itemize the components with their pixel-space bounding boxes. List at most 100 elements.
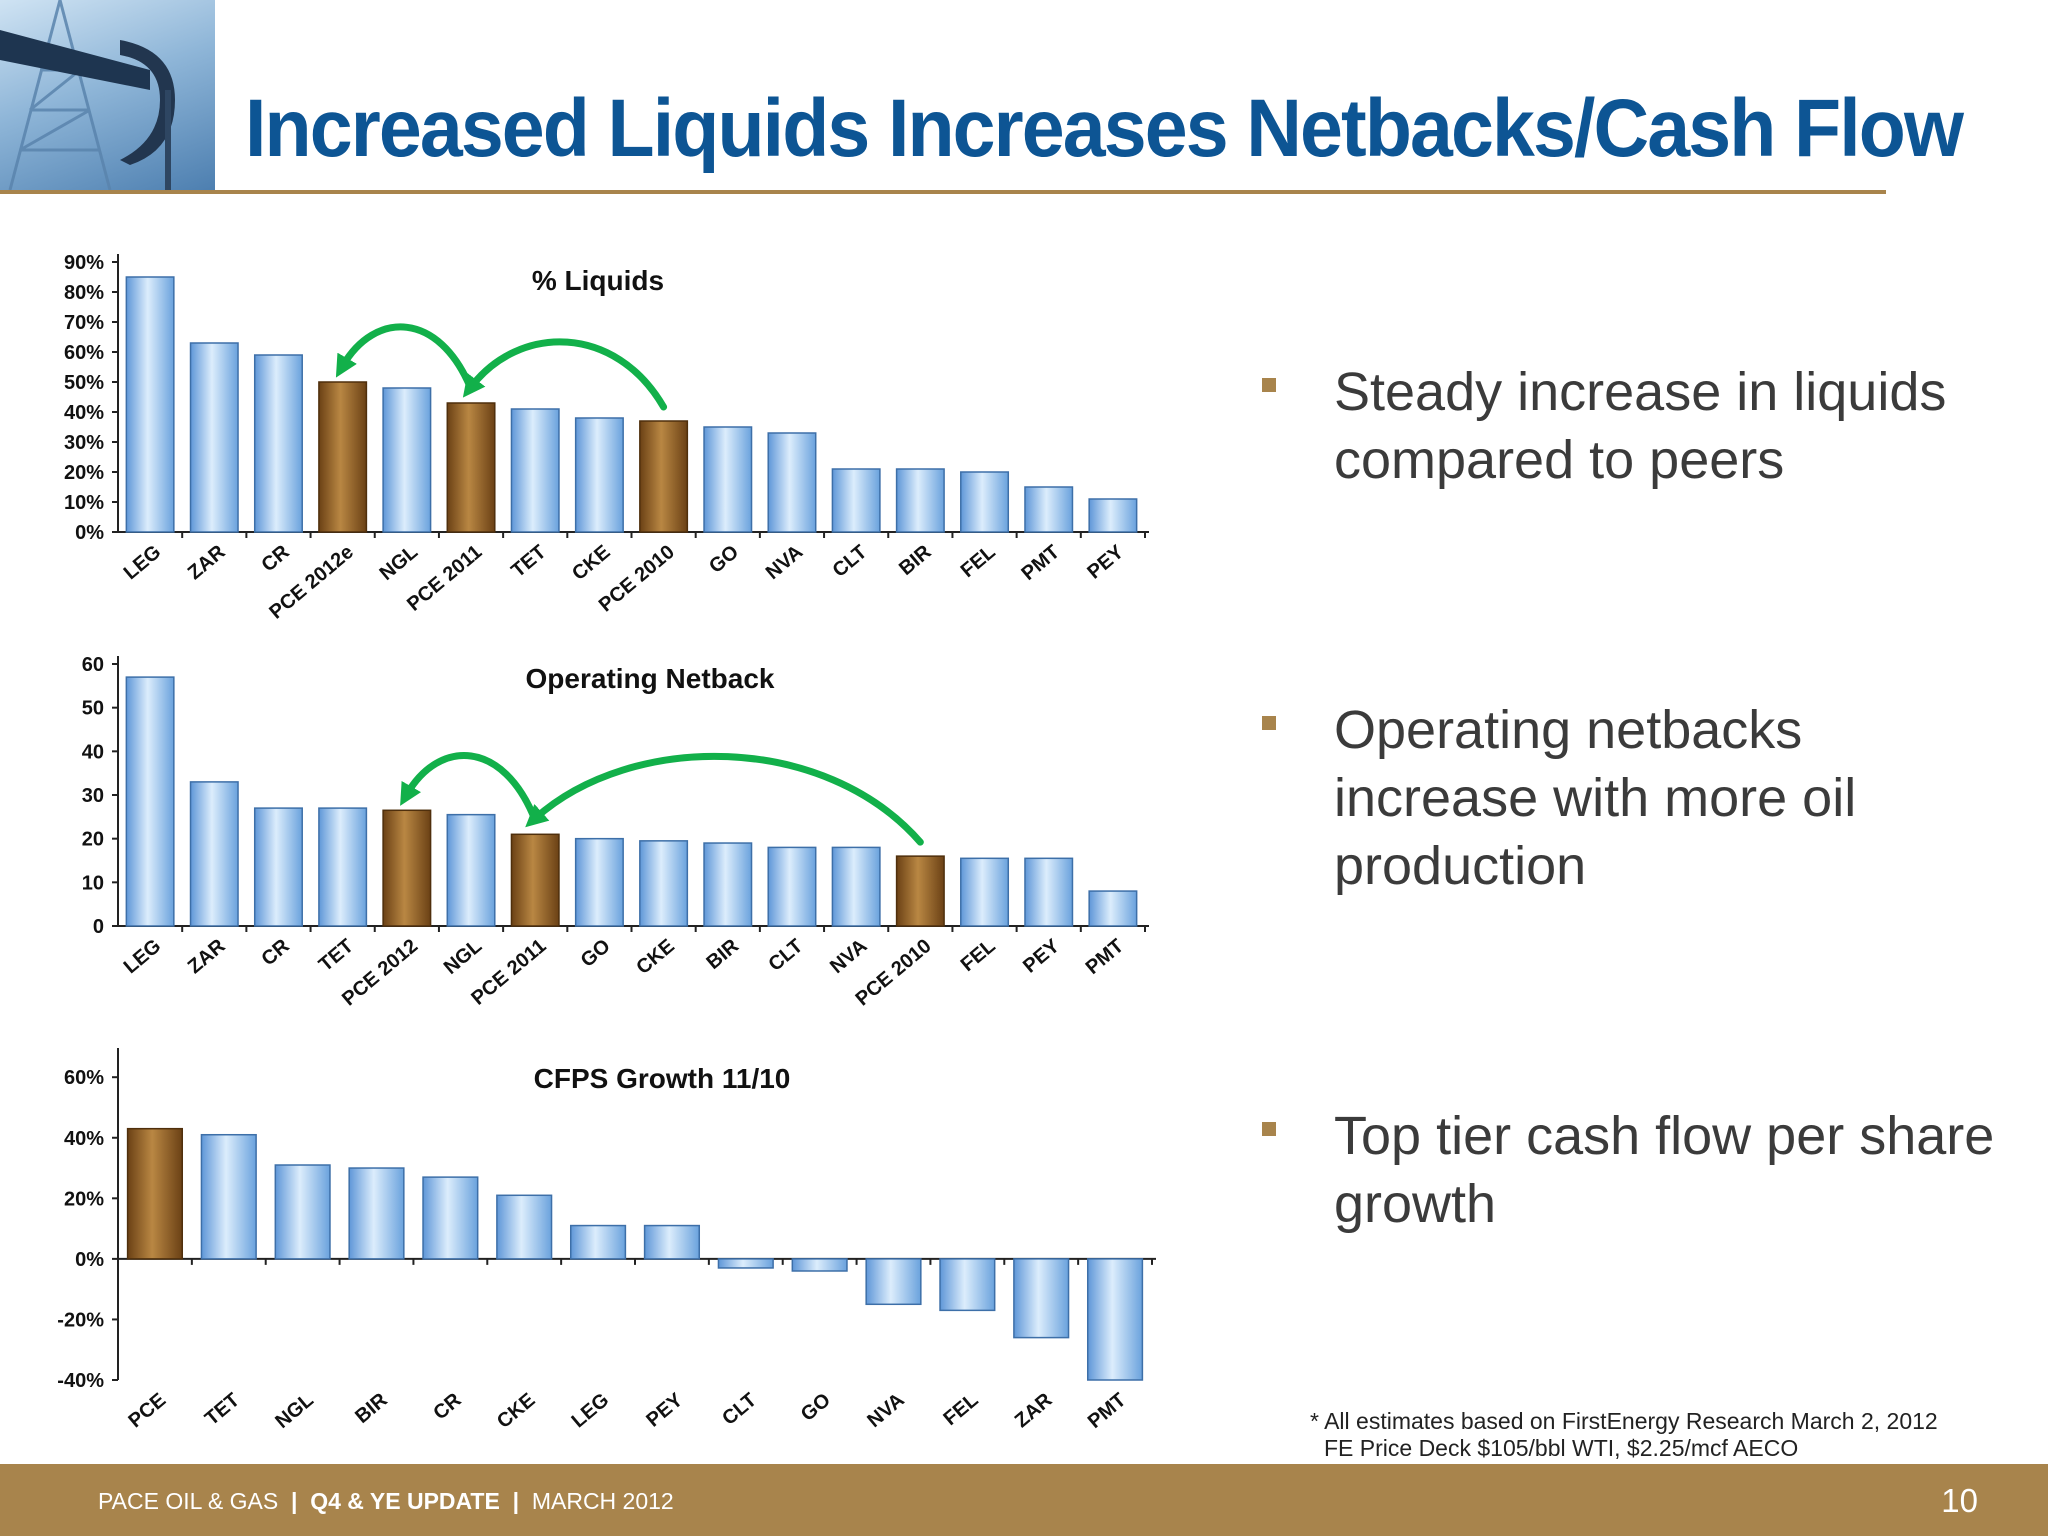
bullet-netbacks: Operating netbacks increase with more oi… <box>1334 700 1857 896</box>
bar-pce-2011 <box>510 833 560 927</box>
x-label-bir: BIR <box>702 935 743 974</box>
bar-pce-2011 <box>446 402 496 533</box>
y-tick-label: 60% <box>64 1067 104 1089</box>
cfps-chart-svg: CFPS Growth 11/10 -40% -20% 0% 20% 40% 60% PCE T… <box>57 1048 1156 1433</box>
footer-separator: | <box>291 1488 298 1514</box>
x-label-nva: NVA <box>826 935 871 978</box>
chart-title: % Liquids <box>532 265 664 296</box>
y-tick-label: 10% <box>64 492 104 514</box>
bar-nva <box>767 432 817 533</box>
x-label-cr: CR <box>257 935 294 971</box>
x-label-clt: CLT <box>829 541 872 582</box>
bullet-marker <box>1262 378 1276 392</box>
bar-cke <box>496 1194 553 1260</box>
bar-nva <box>865 1258 922 1306</box>
bar-clt <box>717 1258 774 1269</box>
bar-go <box>574 837 624 927</box>
x-label-pce: PCE <box>124 1389 170 1432</box>
x-label-bir: BIR <box>895 541 936 580</box>
liquids-chart: % Liquids 0% 10% 20% 30% 40% 50% 60% 70% 80% 90% LE… <box>30 244 1180 644</box>
netback-chart: Operating Netback 0 10 20 30 40 50 60 LEG ZAR CR TE… <box>30 648 1180 1048</box>
bullet-cashflow: Top tier cash flow per share growth <box>1334 1106 1995 1234</box>
x-label-pey: PEY <box>642 1389 687 1432</box>
y-tick-label: 0% <box>75 1249 104 1271</box>
x-label-nva: NVA <box>762 541 807 584</box>
bar-pce-2010 <box>895 855 945 927</box>
bar-nva <box>831 846 881 927</box>
slide-title: Increased Liquids Increases Netbacks/Cas… <box>245 83 1964 174</box>
bar-cr <box>253 807 303 927</box>
bar-pce-2012 <box>382 809 432 927</box>
x-label-cke: CKE <box>632 935 678 979</box>
footnote-line-1: * All estimates based on FirstEnergy Res… <box>1310 1408 1938 1434</box>
footer-bar: PACE OIL & GAS | Q4 & YE UPDATE | MARCH … <box>0 1464 2048 1536</box>
y-tick-label: 90% <box>64 252 104 274</box>
x-label-bir: BIR <box>351 1389 392 1428</box>
bar-fel <box>939 1258 996 1312</box>
bar-go <box>791 1258 848 1272</box>
y-tick-label: 60% <box>64 342 104 364</box>
trend-arrow <box>462 338 668 411</box>
x-label-nva: NVA <box>863 1389 908 1432</box>
bar-tet <box>200 1133 257 1260</box>
y-tick-label: 0 <box>93 916 104 938</box>
footer-company: PACE OIL & GAS <box>98 1488 279 1514</box>
x-label-pmt: PMT <box>1017 541 1063 585</box>
y-tick-label: 70% <box>64 312 104 334</box>
bar-zar <box>189 781 239 927</box>
bar-ngl <box>382 387 432 533</box>
x-label-pmt: PMT <box>1082 935 1128 979</box>
bar-pmt <box>1088 890 1138 927</box>
x-label-tet: TET <box>315 935 358 976</box>
x-label-clt: CLT <box>718 1389 761 1430</box>
footnote-line-2: FE Price Deck $105/bbl WTI, $2.25/mcf AE… <box>1324 1435 1799 1461</box>
bullet-marker <box>1262 1122 1276 1136</box>
bar-bir <box>348 1167 405 1260</box>
x-label-go: GO <box>577 935 615 972</box>
bar-tet <box>318 807 368 927</box>
x-label-cke: CKE <box>568 541 614 585</box>
bar-ngl <box>446 813 496 927</box>
bar-pmt <box>1086 1258 1144 1381</box>
x-label-clt: CLT <box>764 935 807 976</box>
y-tick-label: 60 <box>82 654 104 676</box>
footer-update: Q4 & YE UPDATE <box>310 1488 500 1514</box>
page-number: 10 <box>1941 1482 1978 1519</box>
y-tick-label: 0% <box>75 522 104 544</box>
bar-pce-2010 <box>639 420 689 533</box>
y-tick-label: 40 <box>82 741 104 763</box>
y-tick-label: 20 <box>82 829 104 851</box>
bar-leg <box>125 676 175 927</box>
x-label-zar: ZAR <box>184 541 230 585</box>
bar-ngl <box>274 1164 331 1260</box>
trend-arrow <box>400 752 539 824</box>
y-tick-label: 80% <box>64 282 104 304</box>
bar-clt <box>767 846 817 927</box>
bar-pey <box>1024 857 1074 927</box>
y-tick-label: 50% <box>64 372 104 394</box>
x-label-go: GO <box>705 541 743 578</box>
bar-bir <box>703 842 753 927</box>
liquids-chart-svg: % Liquids 0% 10% 20% 30% 40% 50% 60% 70% 80% 90% LE… <box>64 252 1149 624</box>
bar-cr <box>422 1176 479 1260</box>
trend-arrow <box>335 323 475 393</box>
bullet-liquids: Steady increase in liquids compared to p… <box>1334 362 1947 490</box>
chart-title: Operating Netback <box>526 663 775 694</box>
oil-pumpjack-photo <box>0 0 215 190</box>
y-tick-label: 10 <box>82 872 104 894</box>
x-label-fel: FEL <box>957 935 1000 976</box>
bar-cke <box>639 840 689 927</box>
y-tick-label: 20% <box>64 462 104 484</box>
pumpjack-illustration <box>0 0 175 190</box>
netback-chart-svg: Operating Netback 0 10 20 30 40 50 60 LEG ZAR CR TE… <box>82 654 1149 1010</box>
bar-go <box>703 426 753 533</box>
y-tick-label: 30% <box>64 432 104 454</box>
y-tick-label: 40% <box>64 402 104 424</box>
bullet-marker <box>1262 716 1276 730</box>
x-label-tet: TET <box>201 1389 244 1430</box>
x-label-go: GO <box>797 1389 835 1426</box>
x-label-pey: PEY <box>1019 935 1064 978</box>
bar-pce-2012e <box>318 381 368 533</box>
x-label-cr: CR <box>257 541 294 577</box>
x-label-cke: CKE <box>493 1389 539 1433</box>
